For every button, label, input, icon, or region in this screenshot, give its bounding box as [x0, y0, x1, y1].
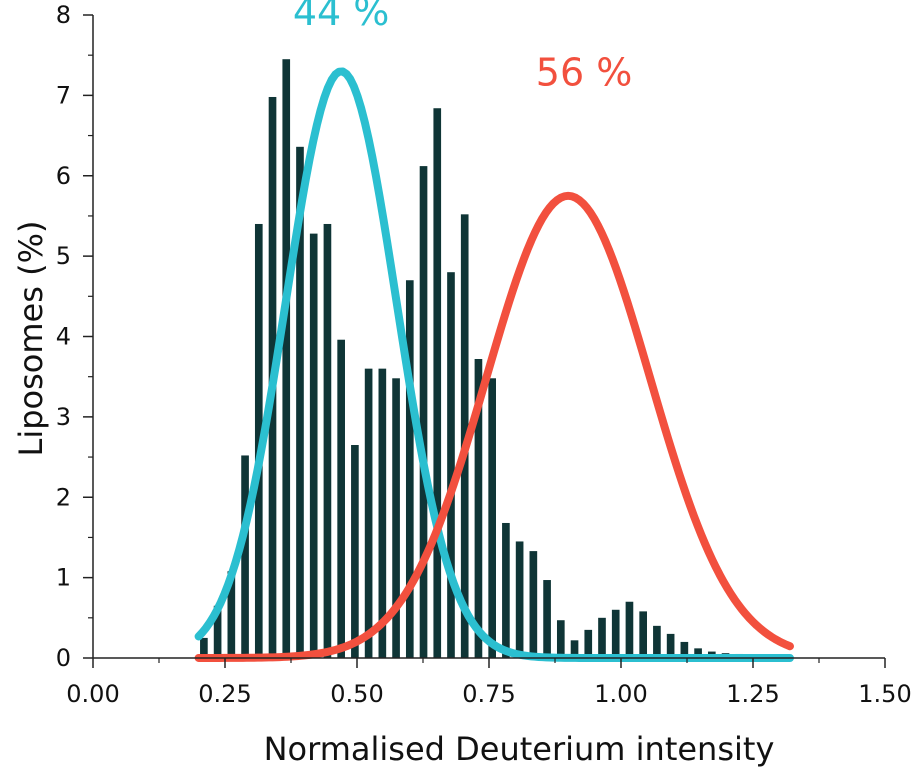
histogram-bar: [680, 641, 689, 658]
y-tick-label: 2: [56, 483, 71, 511]
histogram-bar: [474, 359, 483, 658]
y-tick-label: 4: [56, 323, 71, 351]
histogram-bar: [598, 617, 606, 658]
histogram-bar: [392, 378, 400, 658]
x-tick-label: 1.00: [594, 680, 647, 708]
x-tick-label: 1.25: [726, 680, 779, 708]
histogram-bar: [488, 378, 496, 658]
y-tick-label: 7: [56, 81, 71, 109]
histogram-bar: [405, 280, 414, 658]
histogram-bar: [570, 640, 579, 658]
histogram-bar: [433, 108, 442, 659]
histogram-bar: [653, 625, 661, 658]
histogram-bar: [447, 272, 455, 658]
histogram-bar: [625, 601, 634, 658]
histogram-bar: [543, 580, 551, 658]
histogram-bar: [241, 455, 249, 658]
x-tick-label: 0.00: [66, 680, 119, 708]
histogram-bar: [309, 233, 318, 658]
histogram-bar: [529, 551, 538, 658]
y-axis-title: Liposomes (%): [12, 221, 50, 457]
x-axis-title: Normalised Deuterium intensity: [264, 730, 775, 768]
histogram-bar: [364, 368, 373, 658]
x-tick-label: 1.50: [858, 680, 911, 708]
y-tick-label: 0: [56, 644, 71, 672]
histogram-bar: [378, 368, 387, 658]
y-tick-label: 3: [56, 403, 71, 431]
histogram-bar: [460, 214, 469, 658]
y-tick-label: 8: [56, 1, 71, 29]
histogram-bar: [323, 223, 332, 658]
population-percentage-label: 44 %: [293, 0, 390, 34]
histogram-bar: [200, 637, 208, 658]
histogram-bar: [282, 59, 291, 659]
x-tick-label: 0.25: [198, 680, 251, 708]
annotations-layer: 44 % 56 %: [293, 0, 632, 94]
histogram-bar: [337, 339, 345, 658]
histogram-bar: [502, 522, 510, 658]
y-tick-label: 1: [56, 564, 71, 592]
histogram-bar: [556, 620, 565, 658]
histogram-bar: [419, 166, 428, 659]
gaussian-fit-curve-2: [194, 191, 794, 662]
y-tick-label: 6: [56, 162, 71, 190]
histogram-bar: [227, 571, 236, 658]
ticks-layer: 0.00 0.25 0.50 0.75 1.00 1.25 1.50 0 1 2 3 4 5 6 7 8: [56, 1, 912, 708]
histogram-bar: [213, 605, 222, 658]
histogram-bar: [639, 611, 648, 658]
x-tick-label: 0.75: [462, 680, 515, 708]
y-tick-label: 5: [56, 242, 71, 270]
histogram-bar: [694, 648, 702, 658]
histogram-bar: [666, 633, 675, 658]
x-tick-label: 0.50: [330, 680, 383, 708]
histogram-bar: [296, 146, 304, 658]
histogram-bar: [584, 629, 593, 658]
histogram-bar: [351, 445, 359, 658]
histogram-bar: [515, 541, 524, 658]
population-percentage-label: 56 %: [536, 50, 633, 94]
histogram-bar: [611, 609, 620, 658]
histogram-bar: [254, 223, 263, 658]
